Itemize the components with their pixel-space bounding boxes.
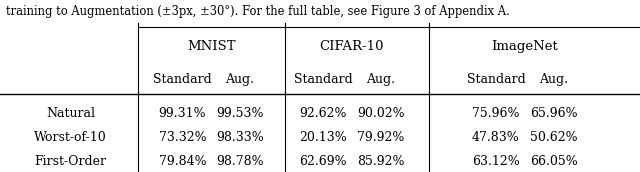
Text: 99.53%: 99.53%	[216, 107, 264, 120]
Text: 98.78%: 98.78%	[216, 155, 264, 168]
Text: 62.69%: 62.69%	[300, 155, 347, 168]
Text: 98.33%: 98.33%	[216, 131, 264, 144]
Text: 47.83%: 47.83%	[472, 131, 520, 144]
Text: 79.92%: 79.92%	[357, 131, 404, 144]
Text: 75.96%: 75.96%	[472, 107, 520, 120]
Text: 99.31%: 99.31%	[159, 107, 206, 120]
Text: 66.05%: 66.05%	[530, 155, 577, 168]
Text: ImageNet: ImageNet	[492, 40, 558, 53]
Text: Aug.: Aug.	[225, 73, 255, 86]
Text: 90.02%: 90.02%	[357, 107, 404, 120]
Text: Aug.: Aug.	[366, 73, 396, 86]
Text: CIFAR-10: CIFAR-10	[320, 40, 384, 53]
Text: 73.32%: 73.32%	[159, 131, 206, 144]
Text: 50.62%: 50.62%	[530, 131, 577, 144]
Text: 65.96%: 65.96%	[530, 107, 577, 120]
Text: Standard: Standard	[294, 73, 353, 86]
Text: Standard: Standard	[153, 73, 212, 86]
Text: Worst-of-10: Worst-of-10	[34, 131, 107, 144]
Text: 79.84%: 79.84%	[159, 155, 206, 168]
Text: 63.12%: 63.12%	[472, 155, 520, 168]
Text: 92.62%: 92.62%	[300, 107, 347, 120]
Text: 85.92%: 85.92%	[357, 155, 404, 168]
Text: Aug.: Aug.	[539, 73, 568, 86]
Text: 20.13%: 20.13%	[300, 131, 347, 144]
Text: Natural: Natural	[46, 107, 95, 120]
Text: First-Order: First-Order	[35, 155, 106, 168]
Text: training to Augmentation (±3px, ±30°). For the full table, see Figure 3 of Appen: training to Augmentation (±3px, ±30°). F…	[6, 5, 510, 18]
Text: Standard: Standard	[467, 73, 525, 86]
Text: MNIST: MNIST	[187, 40, 236, 53]
